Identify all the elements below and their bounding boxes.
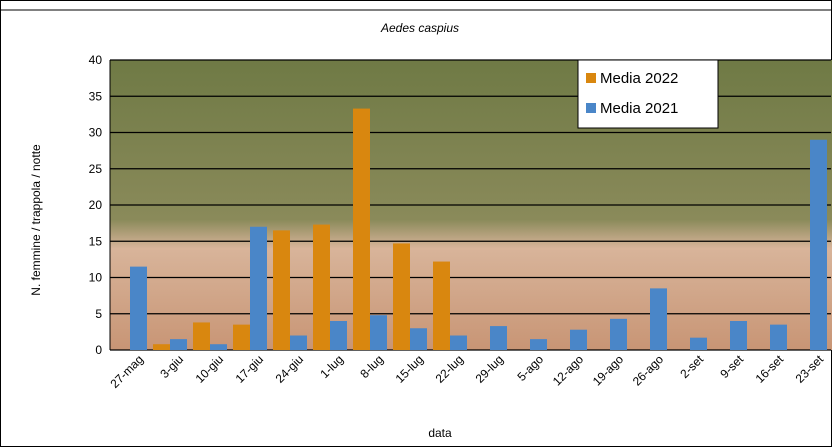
bar xyxy=(210,344,227,350)
legend-label: Media 2021 xyxy=(600,100,678,117)
bar xyxy=(250,226,267,350)
bar xyxy=(153,344,170,350)
y-tick-label: 20 xyxy=(89,198,103,212)
bar xyxy=(170,339,187,350)
legend-label: Media 2022 xyxy=(600,70,678,87)
bar xyxy=(530,339,547,350)
bar xyxy=(410,328,427,350)
y-axis-label: N. femmine / trappola / notte xyxy=(29,144,43,296)
bar xyxy=(730,321,747,350)
bar xyxy=(130,266,147,350)
bar xyxy=(273,230,290,350)
y-tick-label: 10 xyxy=(89,271,103,285)
bar xyxy=(193,322,210,350)
y-tick-label: 5 xyxy=(95,307,102,321)
bar xyxy=(313,224,330,350)
bar xyxy=(610,318,627,350)
bar xyxy=(770,324,787,350)
legend xyxy=(577,59,719,129)
bar xyxy=(353,108,370,350)
y-tick-label: 35 xyxy=(89,89,103,103)
y-tick-label: 40 xyxy=(89,53,103,67)
chart-title: Aedes caspius xyxy=(380,21,459,35)
y-tick-label: 0 xyxy=(95,343,102,357)
bar xyxy=(490,326,507,350)
bar xyxy=(370,315,387,350)
y-tick-label: 30 xyxy=(89,126,103,140)
x-axis-label: data xyxy=(428,426,452,440)
bar xyxy=(233,324,250,350)
y-tick-label: 25 xyxy=(89,162,103,176)
legend-swatch xyxy=(586,103,596,113)
bar xyxy=(450,335,467,350)
y-tick-label: 15 xyxy=(89,234,103,248)
legend-swatch xyxy=(586,73,596,83)
bar xyxy=(330,321,347,350)
bar xyxy=(433,261,450,350)
bar xyxy=(650,288,667,350)
bar xyxy=(690,337,707,350)
bar xyxy=(290,335,307,350)
bar xyxy=(393,243,410,350)
bar xyxy=(570,329,587,350)
bar xyxy=(810,139,827,350)
